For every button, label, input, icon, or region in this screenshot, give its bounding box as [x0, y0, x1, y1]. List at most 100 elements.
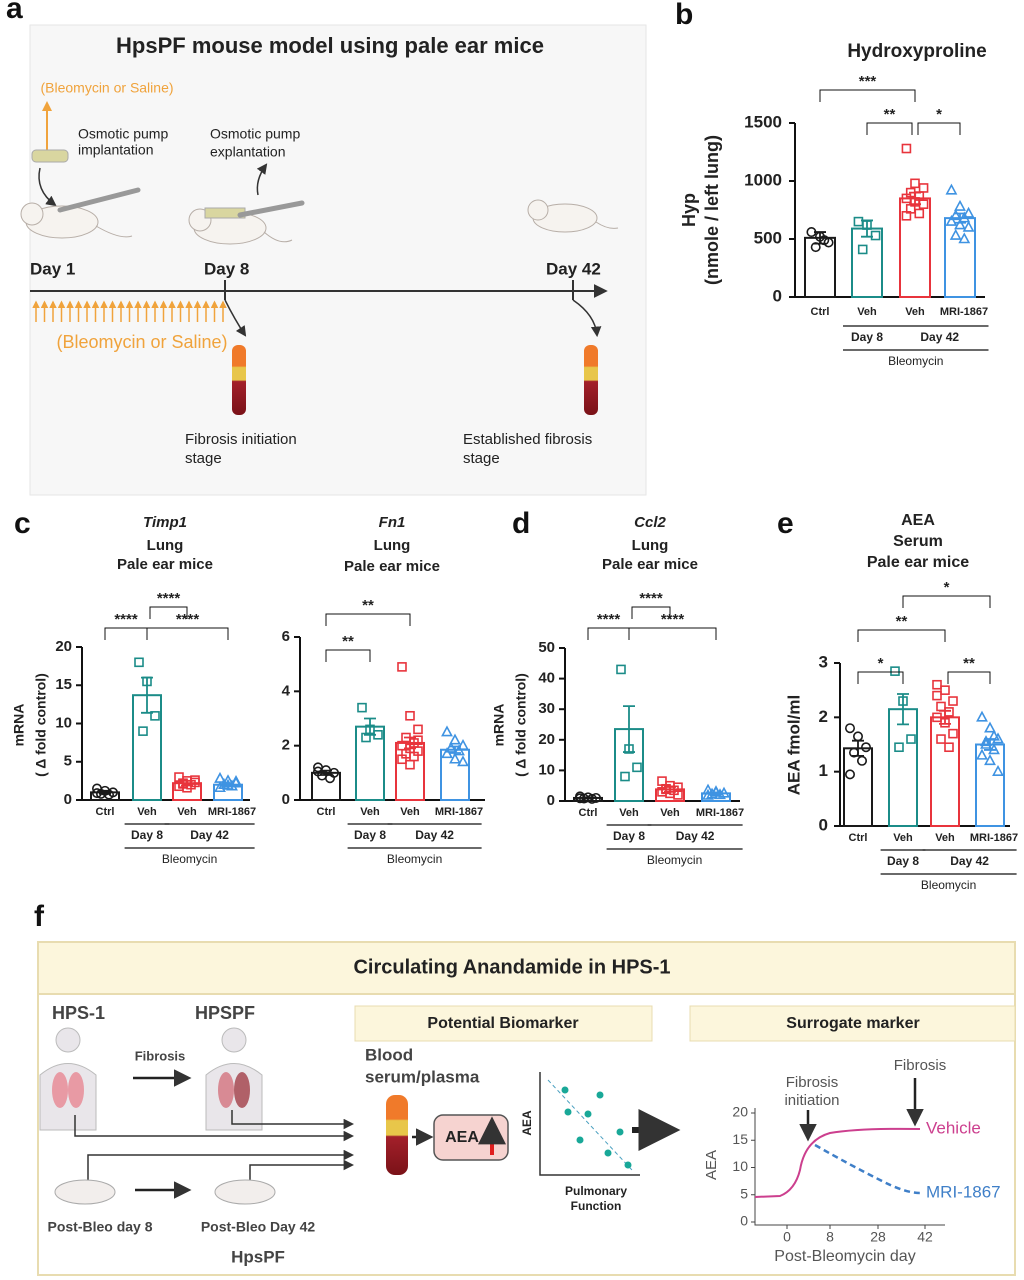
y-tick-label: 20 — [55, 638, 72, 655]
data-point — [870, 230, 881, 241]
scatter-ylabel: AEA — [520, 1110, 534, 1136]
treatment-label: Bleomycin — [162, 852, 217, 866]
inset-y-tick-label: 10 — [732, 1158, 748, 1174]
data-point — [954, 218, 966, 230]
error-bar — [664, 786, 676, 793]
blood-label: Blood — [365, 1045, 413, 1064]
arrow — [256, 163, 268, 196]
error-bar — [582, 796, 594, 800]
x-tick-label: Veh — [935, 832, 955, 844]
bar — [930, 716, 960, 827]
significance-bracket — [866, 122, 913, 135]
explantation-label: Osmotic pump — [210, 126, 300, 142]
inset-x-tick-label: 28 — [870, 1229, 886, 1245]
data-point — [445, 741, 457, 753]
inset-y-tick-label: 0 — [740, 1213, 748, 1229]
significance-label: **** — [639, 590, 663, 607]
y-tick-label: 0 — [819, 815, 828, 834]
mouse — [54, 1179, 276, 1205]
significance-label: ** — [362, 597, 374, 614]
error-bar — [623, 705, 635, 753]
stage-label: stage — [463, 450, 500, 467]
data-point — [949, 228, 962, 240]
arrow — [38, 167, 57, 207]
chart-title: Ccl2 — [634, 514, 666, 531]
model-label: HpsPF — [231, 1247, 285, 1266]
y-tick-label: 1000 — [744, 170, 782, 189]
mouse-label: Post-Bleo Day 42 — [201, 1219, 316, 1235]
chart-title: Pale ear mice — [117, 556, 213, 573]
y-tick-label: 20 — [538, 731, 555, 748]
data-point — [936, 734, 946, 744]
x-tick-label: Ctrl — [96, 806, 115, 818]
y-tick-label: 0 — [282, 791, 290, 808]
y-tick-label: 6 — [282, 628, 290, 645]
y-tick-label: 2 — [282, 737, 290, 754]
data-point — [413, 724, 423, 735]
error-bar — [984, 738, 996, 751]
error-bar — [909, 191, 921, 206]
treatment-label: (Bleomycin or Saline) — [40, 80, 173, 96]
explantation-label: explantation — [210, 144, 286, 160]
data-point — [945, 183, 958, 195]
data-point — [397, 662, 407, 672]
chart-title: Hydroxyproline — [847, 41, 986, 62]
treatment-label: Bleomycin — [387, 852, 442, 866]
fibrosis-label: Fibrosis — [135, 1048, 186, 1063]
data-point — [936, 701, 946, 712]
panel-a-background — [29, 24, 647, 496]
bar-chart: AEA Serum Pale ear mice AEA fmol/ml 0 1 2 3 Ctrl… — [784, 512, 1018, 892]
data-point — [405, 710, 415, 721]
x-tick-label: Veh — [400, 806, 420, 818]
y-tick-label: 1500 — [744, 112, 782, 131]
data-point — [918, 183, 929, 193]
bar-chart: Ccl2 Lung Pale ear mice mRNA ( Δ fold contro… — [491, 514, 744, 867]
group-label: Day 42 — [676, 829, 715, 843]
treatment-label: Bleomycin — [921, 878, 976, 892]
chart-title: Lung — [374, 537, 411, 554]
error-bar — [222, 782, 234, 788]
error-bar — [897, 693, 909, 726]
significance-bracket — [628, 627, 717, 640]
y-tick-label: 3 — [819, 652, 828, 671]
aea-box-label: AEA — [445, 1129, 479, 1146]
inset-y-tick-label: 20 — [732, 1104, 748, 1120]
significance-label: **** — [157, 590, 181, 607]
x-tick-label: MRI-1867 — [435, 806, 483, 818]
vehicle-curve — [754, 1127, 921, 1198]
data-point — [980, 735, 992, 747]
error-bar — [861, 219, 873, 238]
chart-title: Pale ear mice — [344, 558, 440, 575]
significance-bracket — [325, 613, 411, 626]
significance-label: **** — [114, 611, 138, 628]
x-tick-label: MRI-1867 — [696, 807, 744, 819]
data-point — [901, 211, 912, 221]
data-point — [150, 711, 160, 721]
data-point — [940, 685, 950, 695]
data-point — [457, 755, 469, 767]
significance-bracket — [947, 671, 991, 684]
tool — [57, 187, 141, 213]
data-point — [914, 208, 925, 219]
data-point — [932, 690, 942, 701]
panel-letter: f — [34, 900, 45, 933]
chart-title: Lung — [147, 537, 184, 554]
significance-label: * — [944, 579, 950, 596]
stage-label: Established fibrosis — [463, 431, 592, 448]
y-axis-label: ( Δ fold control) — [33, 673, 49, 777]
y-tick-label: 0 — [547, 792, 555, 809]
inset-xlabel: Post-Bleomycin day — [774, 1248, 915, 1265]
x-tick-label: MRI-1867 — [208, 806, 256, 818]
group-label: Day 42 — [190, 828, 229, 842]
data-point — [901, 143, 912, 154]
error-bar — [141, 676, 153, 714]
y-tick-label: 0 — [64, 791, 72, 808]
y-tick-label: 500 — [754, 228, 782, 247]
data-point — [857, 244, 868, 255]
data-point — [457, 738, 469, 750]
x-tick-label: Ctrl — [317, 806, 336, 818]
panel-a: HpsPF mouse model using pale ear mice (B… — [20, 24, 647, 496]
chart-title: Pale ear mice — [602, 556, 698, 573]
